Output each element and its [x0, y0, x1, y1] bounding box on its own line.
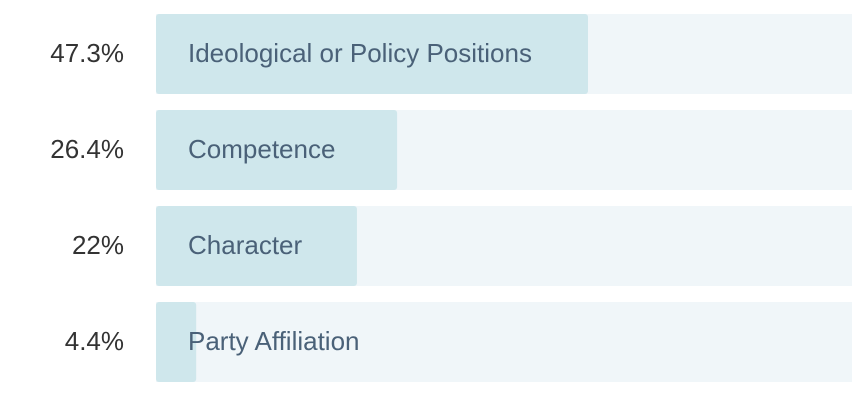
category-label: Party Affiliation [188, 326, 360, 356]
bar-track [156, 302, 852, 382]
value-label: 22% [72, 230, 124, 260]
bar [156, 14, 588, 94]
value-label: 4.4% [65, 326, 124, 356]
category-label: Ideological or Policy Positions [188, 38, 532, 68]
category-label: Competence [188, 134, 335, 164]
bar [156, 110, 398, 190]
category-label: Character [188, 230, 302, 260]
value-label: 47.3% [50, 38, 124, 68]
bar [156, 206, 357, 286]
value-label: 26.4% [50, 134, 124, 164]
bar [156, 302, 197, 382]
